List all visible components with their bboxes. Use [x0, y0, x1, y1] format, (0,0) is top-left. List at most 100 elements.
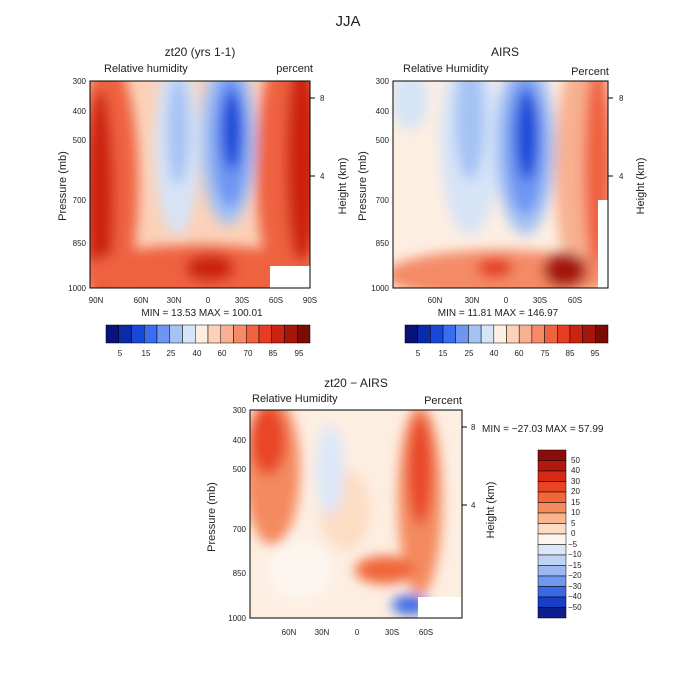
contour-field: [250, 410, 462, 618]
dry-zone-south-core: [222, 90, 242, 170]
height-tick-label: 4: [619, 172, 624, 181]
colorbar-cell: [537, 565, 567, 577]
x-tick-label: 60N: [282, 628, 297, 637]
x-tick-label: 30S: [533, 296, 547, 305]
colorbar-tick-label: −20: [568, 571, 582, 580]
diff-north-core: [250, 410, 286, 475]
diff-neg-south: [316, 425, 344, 515]
x-tick-label: 30S: [235, 296, 249, 305]
pressure-axis: 300 400 500 700 850 1000: [68, 77, 86, 293]
missing-data-mask: [270, 266, 310, 288]
colorbar-tick-label: 60: [218, 349, 227, 358]
colorbar-cell: [144, 324, 158, 344]
contour-field: [90, 81, 310, 288]
colorbar-cell: [455, 324, 469, 344]
boundary-layer-core-2: [477, 258, 513, 278]
min-max-readout: MIN = 13.53 MAX = 100.01: [141, 308, 263, 319]
pressure-axis: 300 400 500 700 850 1000: [228, 406, 246, 623]
y-tick-label: 300: [73, 77, 87, 86]
colorbar-tick-label: 5: [416, 349, 421, 358]
height-tick-label: 4: [471, 501, 476, 510]
plot-frame: [392, 80, 609, 289]
dry-zone-south-core: [516, 90, 538, 180]
y-tick-label: 400: [233, 436, 247, 445]
x-tick-label: 0: [206, 296, 211, 305]
x-tick-label: 90S: [303, 296, 317, 305]
colorbar-tick-label: 40: [490, 349, 499, 358]
humid-core-south: [286, 81, 310, 270]
y-tick-label: 500: [73, 136, 87, 145]
x-tick-label: 30N: [315, 628, 330, 637]
colorbar-cell: [404, 324, 418, 344]
colorbar-tick-label: −10: [568, 550, 582, 559]
colorbar-cell: [518, 324, 533, 344]
x-tick-label: 30S: [385, 628, 399, 637]
colorbar-tick-label: 85: [269, 349, 278, 358]
colorbar-cell: [537, 460, 567, 472]
y-tick-label: 400: [73, 107, 87, 116]
colorbar: 5 15 25 40 60 70 85 95: [105, 324, 311, 358]
pressure-axis: 300 400 500 700 850 1000: [371, 77, 389, 293]
colorbar-cell: [537, 554, 567, 566]
colorbar-cell: [430, 324, 444, 344]
colorbar-cell: [169, 324, 183, 344]
colorbar-tick-label: 15: [142, 349, 151, 358]
boundary-layer-core: [185, 254, 235, 282]
y-axis-title-right: Height (km): [337, 158, 349, 215]
colorbar-tick-label: 70: [244, 349, 253, 358]
x-tick-label: 60S: [269, 296, 283, 305]
x-tick-label: 60N: [428, 296, 443, 305]
colorbar-tick-label: 60: [515, 349, 524, 358]
colorbar-cell: [537, 544, 567, 556]
humid-core-north: [90, 90, 114, 288]
colorbar-tick-label: −30: [568, 582, 582, 591]
colorbar-cell: [537, 523, 567, 535]
y-tick-label: 700: [73, 196, 87, 205]
y-tick-label: 1000: [228, 614, 246, 623]
colorbar-cell: [544, 324, 558, 344]
colorbar-cell: [537, 596, 567, 608]
y-tick-label: 700: [376, 196, 390, 205]
units-label: Percent: [571, 66, 609, 78]
x-tick-label: 60S: [419, 628, 433, 637]
variable-label: Relative Humidity: [403, 63, 489, 75]
colorbar: 5 15 25 40 60 75 85 95: [404, 324, 609, 358]
colorbar-tick-label: 85: [566, 349, 575, 358]
colorbar-cell: [207, 324, 221, 344]
colorbar-cell: [105, 324, 119, 344]
x-tick-label: 90N: [89, 296, 104, 305]
height-tick-label: 4: [320, 172, 325, 181]
colorbar-cell: [258, 324, 272, 344]
y-tick-label: 850: [73, 239, 87, 248]
units-label: Percent: [424, 395, 462, 407]
colorbar-cell: [233, 324, 247, 344]
colorbar-cell: [480, 324, 495, 344]
diff-south-core: [408, 415, 432, 525]
colorbar-cell: [131, 324, 145, 344]
panel-title: AIRS: [491, 45, 519, 59]
colorbar-cell: [493, 324, 507, 344]
missing-data-mask: [418, 597, 462, 618]
x-tick-label: 30N: [167, 296, 182, 305]
panel-difference: zt20 − AIRS Relative Humidity Percent 30…: [206, 376, 604, 637]
y-tick-label: 1000: [371, 284, 389, 293]
colorbar-tick-label: 5: [118, 349, 123, 358]
min-max-readout: MIN = −27.03 MAX = 57.99: [482, 424, 604, 435]
colorbar-cell: [182, 324, 196, 344]
panel-airs: AIRS Relative Humidity Percent 300: [357, 45, 647, 358]
colorbar-cell: [582, 324, 596, 344]
y-tick-label: 300: [233, 406, 247, 415]
units-label: percent: [276, 63, 313, 75]
figure-title: JJA: [335, 13, 360, 30]
colorbar-tick-label: 5: [571, 519, 576, 528]
dry-zone-top-north: [393, 81, 428, 130]
y-axis-title: Pressure (mb): [206, 482, 218, 552]
colorbar-tick-label: 15: [571, 498, 580, 507]
latitude-axis: 90N 60N 30N 0 30S 60S 90S: [89, 296, 317, 305]
y-tick-label: 850: [376, 239, 390, 248]
x-tick-label: 30N: [465, 296, 480, 305]
colorbar-cell: [506, 324, 520, 344]
diff-lower-positive: [355, 556, 415, 584]
y-axis-title-right: Height (km): [485, 482, 497, 539]
